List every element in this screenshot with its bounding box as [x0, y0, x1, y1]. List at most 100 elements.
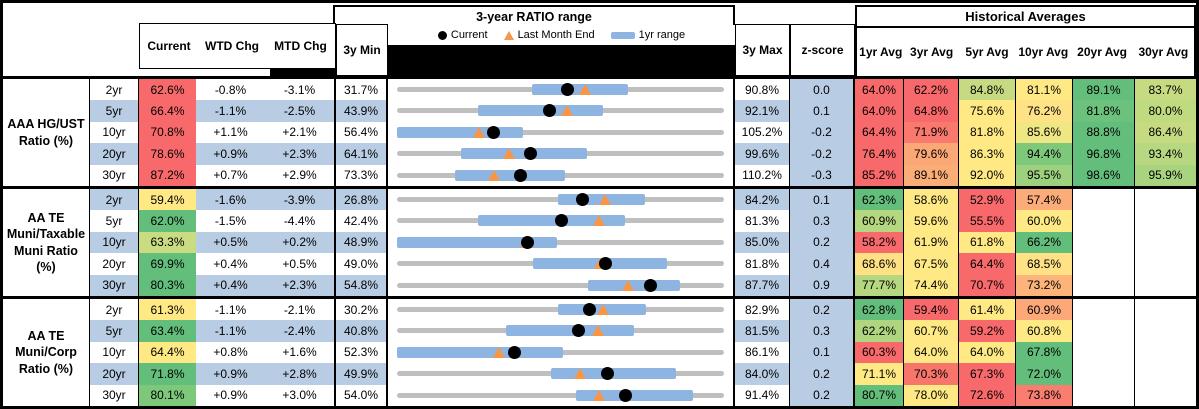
- wtd-chg-cell: -1.1%: [196, 100, 265, 122]
- wtd-chg-cell: +0.9%: [196, 363, 265, 385]
- avg-cell: 57.4%: [1015, 189, 1072, 211]
- avg-cell: 86.4%: [1134, 121, 1196, 144]
- range-chart-cell: [388, 121, 735, 144]
- avg-cell: 89.1%: [1072, 79, 1134, 101]
- wtd-chg-cell: +0.5%: [196, 231, 265, 254]
- avg-cell: 80.0%: [1134, 100, 1196, 122]
- mtd-chg-cell: +2.3%: [265, 274, 336, 296]
- wtd-chg-cell: +0.9%: [196, 143, 265, 165]
- three-y-max-cell: 81.8%: [735, 253, 790, 275]
- current-cell: 61.3%: [139, 299, 196, 321]
- table-row: 5yr 63.4% -1.1% -2.4% 40.8% 81.5% 0.3 62.2% 60.7…: [90, 320, 1196, 342]
- avg-cell: 60.8%: [1015, 320, 1072, 342]
- avg-cell: 62.2%: [855, 320, 903, 342]
- three-y-min-cell: 54.0%: [336, 384, 388, 406]
- avg-cell: 61.4%: [958, 299, 1015, 321]
- wtd-chg-cell: -0.8%: [196, 79, 265, 101]
- z-score-col-header: z-score: [790, 24, 855, 76]
- avg-cell: 58.2%: [855, 231, 903, 254]
- avg-cell: [1072, 274, 1134, 296]
- avg-cell: [1072, 341, 1134, 364]
- current-cell: 59.4%: [139, 189, 196, 211]
- avg-cell: 59.4%: [903, 299, 958, 321]
- avg-cell: 74.4%: [903, 274, 958, 296]
- three-y-max-cell: 105.2%: [735, 121, 790, 144]
- z-score-cell: 0.0: [790, 79, 855, 101]
- 1yr-range-bar: [477, 105, 603, 117]
- avg-cell: 70.3%: [903, 363, 958, 385]
- avg-cell: 58.6%: [903, 189, 958, 211]
- last-month-end-marker: [621, 279, 634, 291]
- table-row: 10yr 70.8% +1.1% +2.1% 56.4% 105.2% -0.2 64.4% 7…: [90, 121, 1196, 144]
- current-marker: [598, 257, 612, 271]
- avg-cell: [1134, 189, 1196, 211]
- 1yr-range-bar-icon: [610, 31, 635, 39]
- range-chart-cell: [388, 320, 735, 342]
- 1yr-range-bar: [587, 279, 681, 291]
- avg-col-header: 10yr Avg: [1018, 45, 1069, 59]
- current-marker: [572, 324, 586, 338]
- 3y-min-col-header: 3y Min: [336, 24, 388, 76]
- current-cell: 63.3%: [139, 231, 196, 254]
- mtd-chg-cell: +2.9%: [265, 164, 336, 186]
- legend-1yr-range: 1yr range: [610, 29, 686, 41]
- current-marker: [513, 168, 527, 182]
- z-score-cell: -0.2: [790, 121, 855, 144]
- wtd-chg-cell: +0.4%: [196, 274, 265, 296]
- current-cell: 62.6%: [139, 79, 196, 101]
- three-y-min-cell: 64.1%: [336, 143, 388, 165]
- current-dot-icon: [437, 30, 447, 40]
- group-rows: 2yr 59.4% -1.6% -3.9% 26.8% 84.2% 0.1 62.3% 58.6…: [90, 189, 1196, 296]
- z-score-cell: -0.2: [790, 143, 855, 165]
- group-rows: 2yr 61.3% -1.1% -2.1% 30.2% 82.9% 0.2 62.8% 59.4…: [90, 299, 1196, 406]
- three-y-max-cell: 84.2%: [735, 189, 790, 211]
- avg-cell: 62.8%: [855, 299, 903, 321]
- table-row: 10yr 64.4% +0.8% +1.6% 52.3% 86.1% 0.1 60.3% 64.…: [90, 341, 1196, 364]
- avg-cell: 73.2%: [1015, 274, 1072, 296]
- avg-cell: 89.1%: [903, 164, 958, 186]
- tenor-cell: 30yr: [90, 274, 139, 296]
- last-month-end-marker: [591, 325, 604, 337]
- three-y-min-cell: 54.8%: [336, 274, 388, 296]
- avg-cell: 85.6%: [1015, 121, 1072, 144]
- range-chart-cell: [388, 164, 735, 186]
- avg-cell: [1134, 320, 1196, 342]
- z-score-cell: -0.3: [790, 164, 855, 186]
- group-label: AAA HG/UST Ratio (%): [3, 79, 90, 186]
- range-chart-cell: [388, 253, 735, 275]
- wtd-chg-cell: +0.7%: [196, 164, 265, 186]
- three-y-max-cell: 87.7%: [735, 274, 790, 296]
- tenor-cell: 5yr: [90, 320, 139, 342]
- table-row: 5yr 66.4% -1.1% -2.5% 43.9% 92.1% 0.1 64.0% 64.8…: [90, 100, 1196, 122]
- three-y-max-cell: 84.0%: [735, 363, 790, 385]
- table-row: 2yr 62.6% -0.8% -3.1% 31.7% 90.8% 0.0 64.0% 62.2…: [90, 79, 1196, 101]
- avg-cell: [1134, 210, 1196, 232]
- avg-cell: 68.6%: [855, 253, 903, 275]
- avg-cell: [1072, 253, 1134, 275]
- tenor-cell: 2yr: [90, 189, 139, 211]
- avg-cell: 60.3%: [855, 341, 903, 364]
- current-marker: [600, 367, 614, 381]
- z-score-cell: 0.1: [790, 100, 855, 122]
- three-y-max-cell: 82.9%: [735, 299, 790, 321]
- three-y-min-cell: 30.2%: [336, 299, 388, 321]
- three-y-max-cell: 86.1%: [735, 341, 790, 364]
- three-y-max-cell: 85.0%: [735, 231, 790, 254]
- 1yr-range-bar: [397, 236, 558, 248]
- table-row: 20yr 71.8% +0.9% +2.8% 49.9% 84.0% 0.2 71.1% 70.…: [90, 363, 1196, 385]
- tenor-cell: 20yr: [90, 143, 139, 165]
- avg-cell: 64.4%: [855, 121, 903, 144]
- z-score-cell: 0.9: [790, 274, 855, 296]
- current-marker: [583, 303, 597, 316]
- avg-cell: 85.2%: [855, 164, 903, 186]
- avg-cell: [1134, 341, 1196, 364]
- avg-cell: 64.0%: [903, 341, 958, 364]
- z-score-cell: 0.2: [790, 384, 855, 406]
- legend-range-label: 1yr range: [638, 29, 686, 41]
- mtd-chg-cell: +2.8%: [265, 363, 336, 385]
- avg-cell: 64.0%: [855, 100, 903, 122]
- 1yr-range-bar: [506, 325, 634, 337]
- avg-col-header: 20yr Avg: [1077, 45, 1127, 59]
- tenor-cell: 30yr: [90, 164, 139, 186]
- avg-cell: 64.8%: [903, 100, 958, 122]
